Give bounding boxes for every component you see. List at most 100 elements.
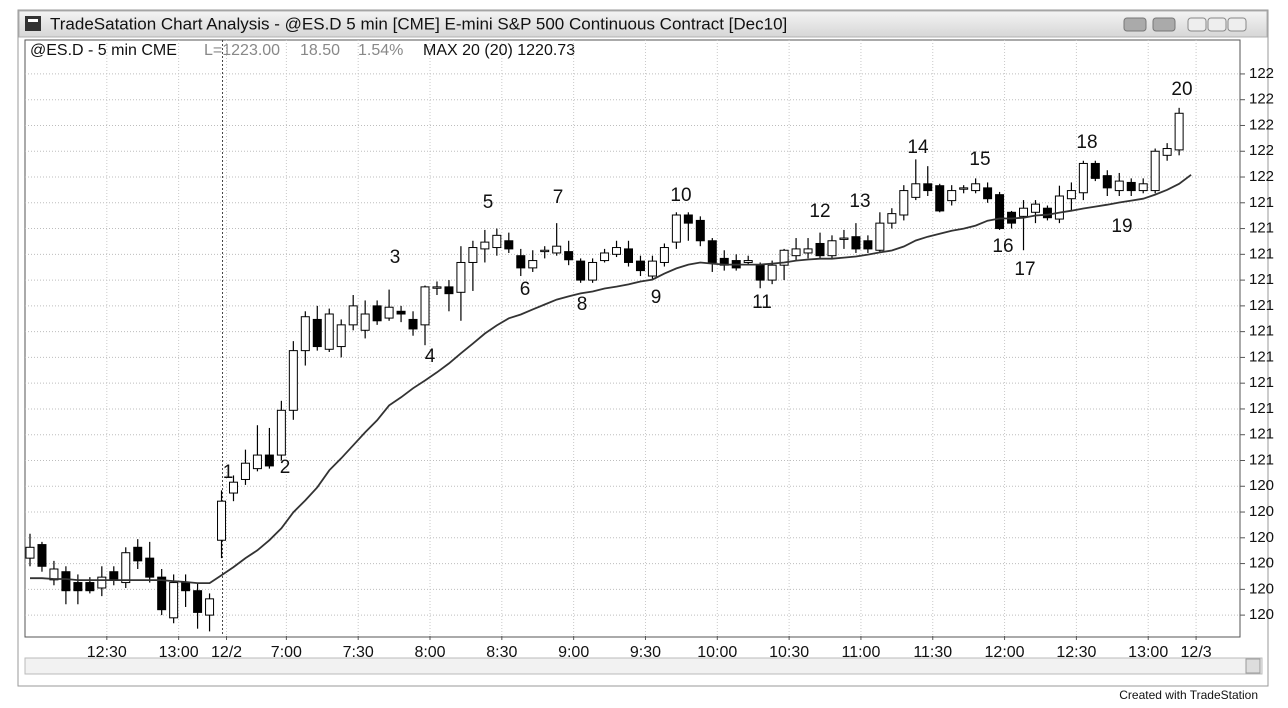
candle-body [25, 546, 35, 559]
candle-body [1114, 180, 1124, 192]
y-tick-label: 121 [1249, 220, 1274, 237]
candle-body [540, 249, 550, 253]
candle-body [324, 313, 334, 350]
candle-body [252, 454, 262, 470]
candle-body [791, 248, 801, 257]
y-tick-label: 121 [1249, 194, 1274, 211]
x-tick-label: 7:30 [343, 644, 374, 661]
candle-body [863, 240, 873, 250]
candle-body [612, 247, 622, 255]
x-tick-label: 12/2 [211, 644, 242, 661]
candle-body [1090, 162, 1100, 179]
x-tick-label: 7:00 [271, 644, 302, 661]
y-tick-label: 120 [1249, 606, 1274, 623]
candle-body [73, 582, 83, 592]
candle-body [959, 187, 969, 190]
candle-body [37, 544, 47, 567]
swing-label: 12 [809, 201, 830, 222]
y-tick-label: 122 [1249, 91, 1274, 108]
y-tick-label: 121 [1249, 297, 1274, 314]
maximize-button[interactable] [1207, 17, 1227, 32]
candle-body [1019, 207, 1029, 217]
swing-label: 8 [577, 294, 588, 315]
app-icon [25, 16, 41, 31]
candle-body [1054, 195, 1064, 220]
candle-body [480, 241, 490, 250]
scrollbar[interactable] [24, 657, 1263, 675]
candle-body [444, 286, 454, 295]
swing-label: 14 [907, 137, 929, 158]
toolbar-button[interactable] [1123, 17, 1147, 32]
y-tick-label: 121 [1249, 245, 1274, 262]
swing-label: 4 [425, 346, 436, 367]
symbol-label: @ES.D - 5 min CME [30, 42, 177, 59]
candle-body [1102, 175, 1112, 189]
candle-body [121, 552, 131, 584]
candle-body [528, 260, 538, 269]
candle-body [564, 251, 574, 261]
x-tick-label: 13:00 [1128, 644, 1168, 661]
y-tick-label: 121 [1249, 374, 1274, 391]
candle-body [181, 582, 191, 592]
candle-body [228, 481, 238, 494]
x-tick-label: 8:00 [414, 644, 445, 661]
x-tick-label: 12/3 [1181, 644, 1212, 661]
x-tick-label: 12:00 [985, 644, 1025, 661]
y-tick-label: 120 [1249, 477, 1274, 494]
swing-label: 13 [849, 191, 870, 212]
swing-label: 19 [1111, 216, 1132, 237]
candle-body [193, 590, 203, 613]
candle-body [1066, 190, 1076, 200]
candle-body [803, 248, 813, 254]
candle-body [647, 260, 657, 277]
candle-body [659, 247, 669, 263]
scroll-thumb[interactable] [1245, 658, 1261, 674]
swing-label: 3 [390, 247, 401, 268]
candle-body [923, 183, 933, 192]
candle-body [312, 318, 322, 348]
candle-body [683, 214, 693, 224]
candle-body [971, 183, 981, 192]
candle-body [133, 546, 143, 562]
y-tick-label: 121 [1249, 271, 1274, 288]
y-tick-label: 120 [1249, 580, 1274, 597]
y-tick-label: 122 [1249, 142, 1274, 159]
candle-body [205, 598, 215, 616]
swing-label: 10 [670, 185, 691, 206]
candle-body [240, 462, 250, 480]
close-button[interactable] [1227, 17, 1247, 32]
swing-label: 20 [1171, 79, 1192, 100]
plot-area [24, 39, 1241, 638]
y-tick-label: 120 [1249, 529, 1274, 546]
swing-label: 15 [969, 149, 990, 170]
x-tick-label: 12:30 [1056, 644, 1096, 661]
candle-body [492, 234, 502, 249]
x-tick-label: 9:30 [630, 644, 661, 661]
candle-body [61, 571, 71, 592]
candle-body [276, 409, 286, 456]
candle-body [348, 305, 358, 326]
candle-body [264, 454, 274, 467]
candle-body [1162, 148, 1172, 156]
candle-body [169, 582, 179, 619]
candle-body [899, 190, 909, 216]
candle-body [145, 557, 155, 578]
candle-body [552, 245, 562, 254]
y-tick-label: 121 [1249, 451, 1274, 468]
candle-body [1078, 162, 1088, 194]
candle-body [360, 313, 370, 331]
candle-body [767, 264, 777, 281]
swing-label: 5 [483, 192, 494, 213]
y-tick-label: 122 [1249, 65, 1274, 82]
y-tick-label: 122 [1249, 168, 1274, 185]
candle-body [995, 194, 1005, 230]
window-title: TradeSatation Chart Analysis - @ES.D 5 m… [50, 14, 787, 33]
candle-body [600, 252, 610, 262]
toolbar-button[interactable] [1152, 17, 1176, 32]
minimize-button[interactable] [1187, 17, 1207, 32]
moving-average-line [30, 174, 1192, 584]
percent-change: 1.54% [358, 42, 403, 59]
candle-body [815, 242, 825, 257]
y-tick-label: 120 [1249, 503, 1274, 520]
